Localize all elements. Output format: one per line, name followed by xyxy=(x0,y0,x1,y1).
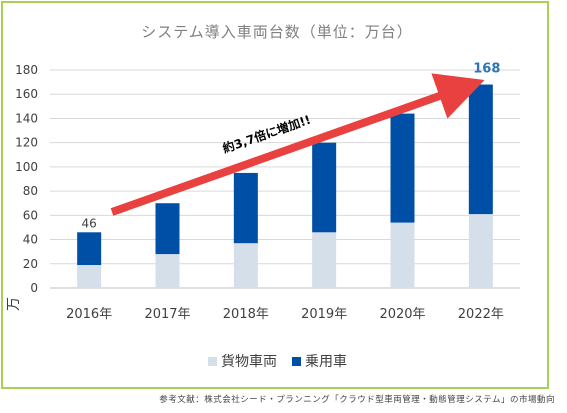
bar-segment-passenger xyxy=(468,84,493,215)
y-tick-label: 120 xyxy=(15,136,38,150)
legend-label: 乗用車 xyxy=(305,353,347,370)
legend-swatch xyxy=(292,357,301,366)
chart-frame: システム導入車両台数（単位：万台） xyxy=(1,1,549,389)
bar-segment-freight xyxy=(468,214,493,288)
x-tick-label: 2016年 xyxy=(66,307,112,322)
y-tick-label: 20 xyxy=(23,257,38,271)
y-tick-label: 80 xyxy=(23,184,38,198)
x-tick-label: 2019年 xyxy=(301,307,347,322)
total-label: 168 xyxy=(473,62,500,77)
y-tick-label: 60 xyxy=(23,208,38,222)
y-tick-label: 160 xyxy=(15,87,38,101)
y-tick-label: 180 xyxy=(15,63,38,77)
bar-segment-passenger xyxy=(312,142,337,233)
bar-segment-passenger xyxy=(77,232,102,265)
bar-segment-passenger xyxy=(390,113,415,223)
bar-segment-freight xyxy=(390,222,415,288)
y-tick-label: 0 xyxy=(30,281,38,295)
bar-segment-passenger xyxy=(233,172,258,244)
x-tick-label: 2020年 xyxy=(379,307,425,322)
source-note: 参考文献：株式会社シード・プランニング「クラウド型車両管理・動態管理システム」の… xyxy=(159,395,555,405)
x-tick-label: 2022年 xyxy=(458,307,504,322)
x-tick-label: 2017年 xyxy=(144,307,190,322)
bar-segment-freight xyxy=(233,243,258,288)
legend-swatch xyxy=(208,357,217,366)
x-tick-label: 2018年 xyxy=(223,307,269,322)
chart-title: システム導入車両台数（単位：万台） xyxy=(141,23,413,41)
total-label: 46 xyxy=(82,216,97,230)
growth-arrow xyxy=(110,73,485,216)
bar-segment-passenger xyxy=(155,203,180,255)
y-tick-label: 140 xyxy=(15,111,38,125)
y-tick-label: 100 xyxy=(15,160,38,174)
y-axis-label: 万 xyxy=(6,297,22,311)
y-tick-label: 40 xyxy=(23,233,38,247)
bar-segment-freight xyxy=(77,264,102,288)
bar-segment-freight xyxy=(155,254,180,288)
legend-label: 貨物車両 xyxy=(221,353,277,370)
bar-segment-freight xyxy=(312,232,337,288)
